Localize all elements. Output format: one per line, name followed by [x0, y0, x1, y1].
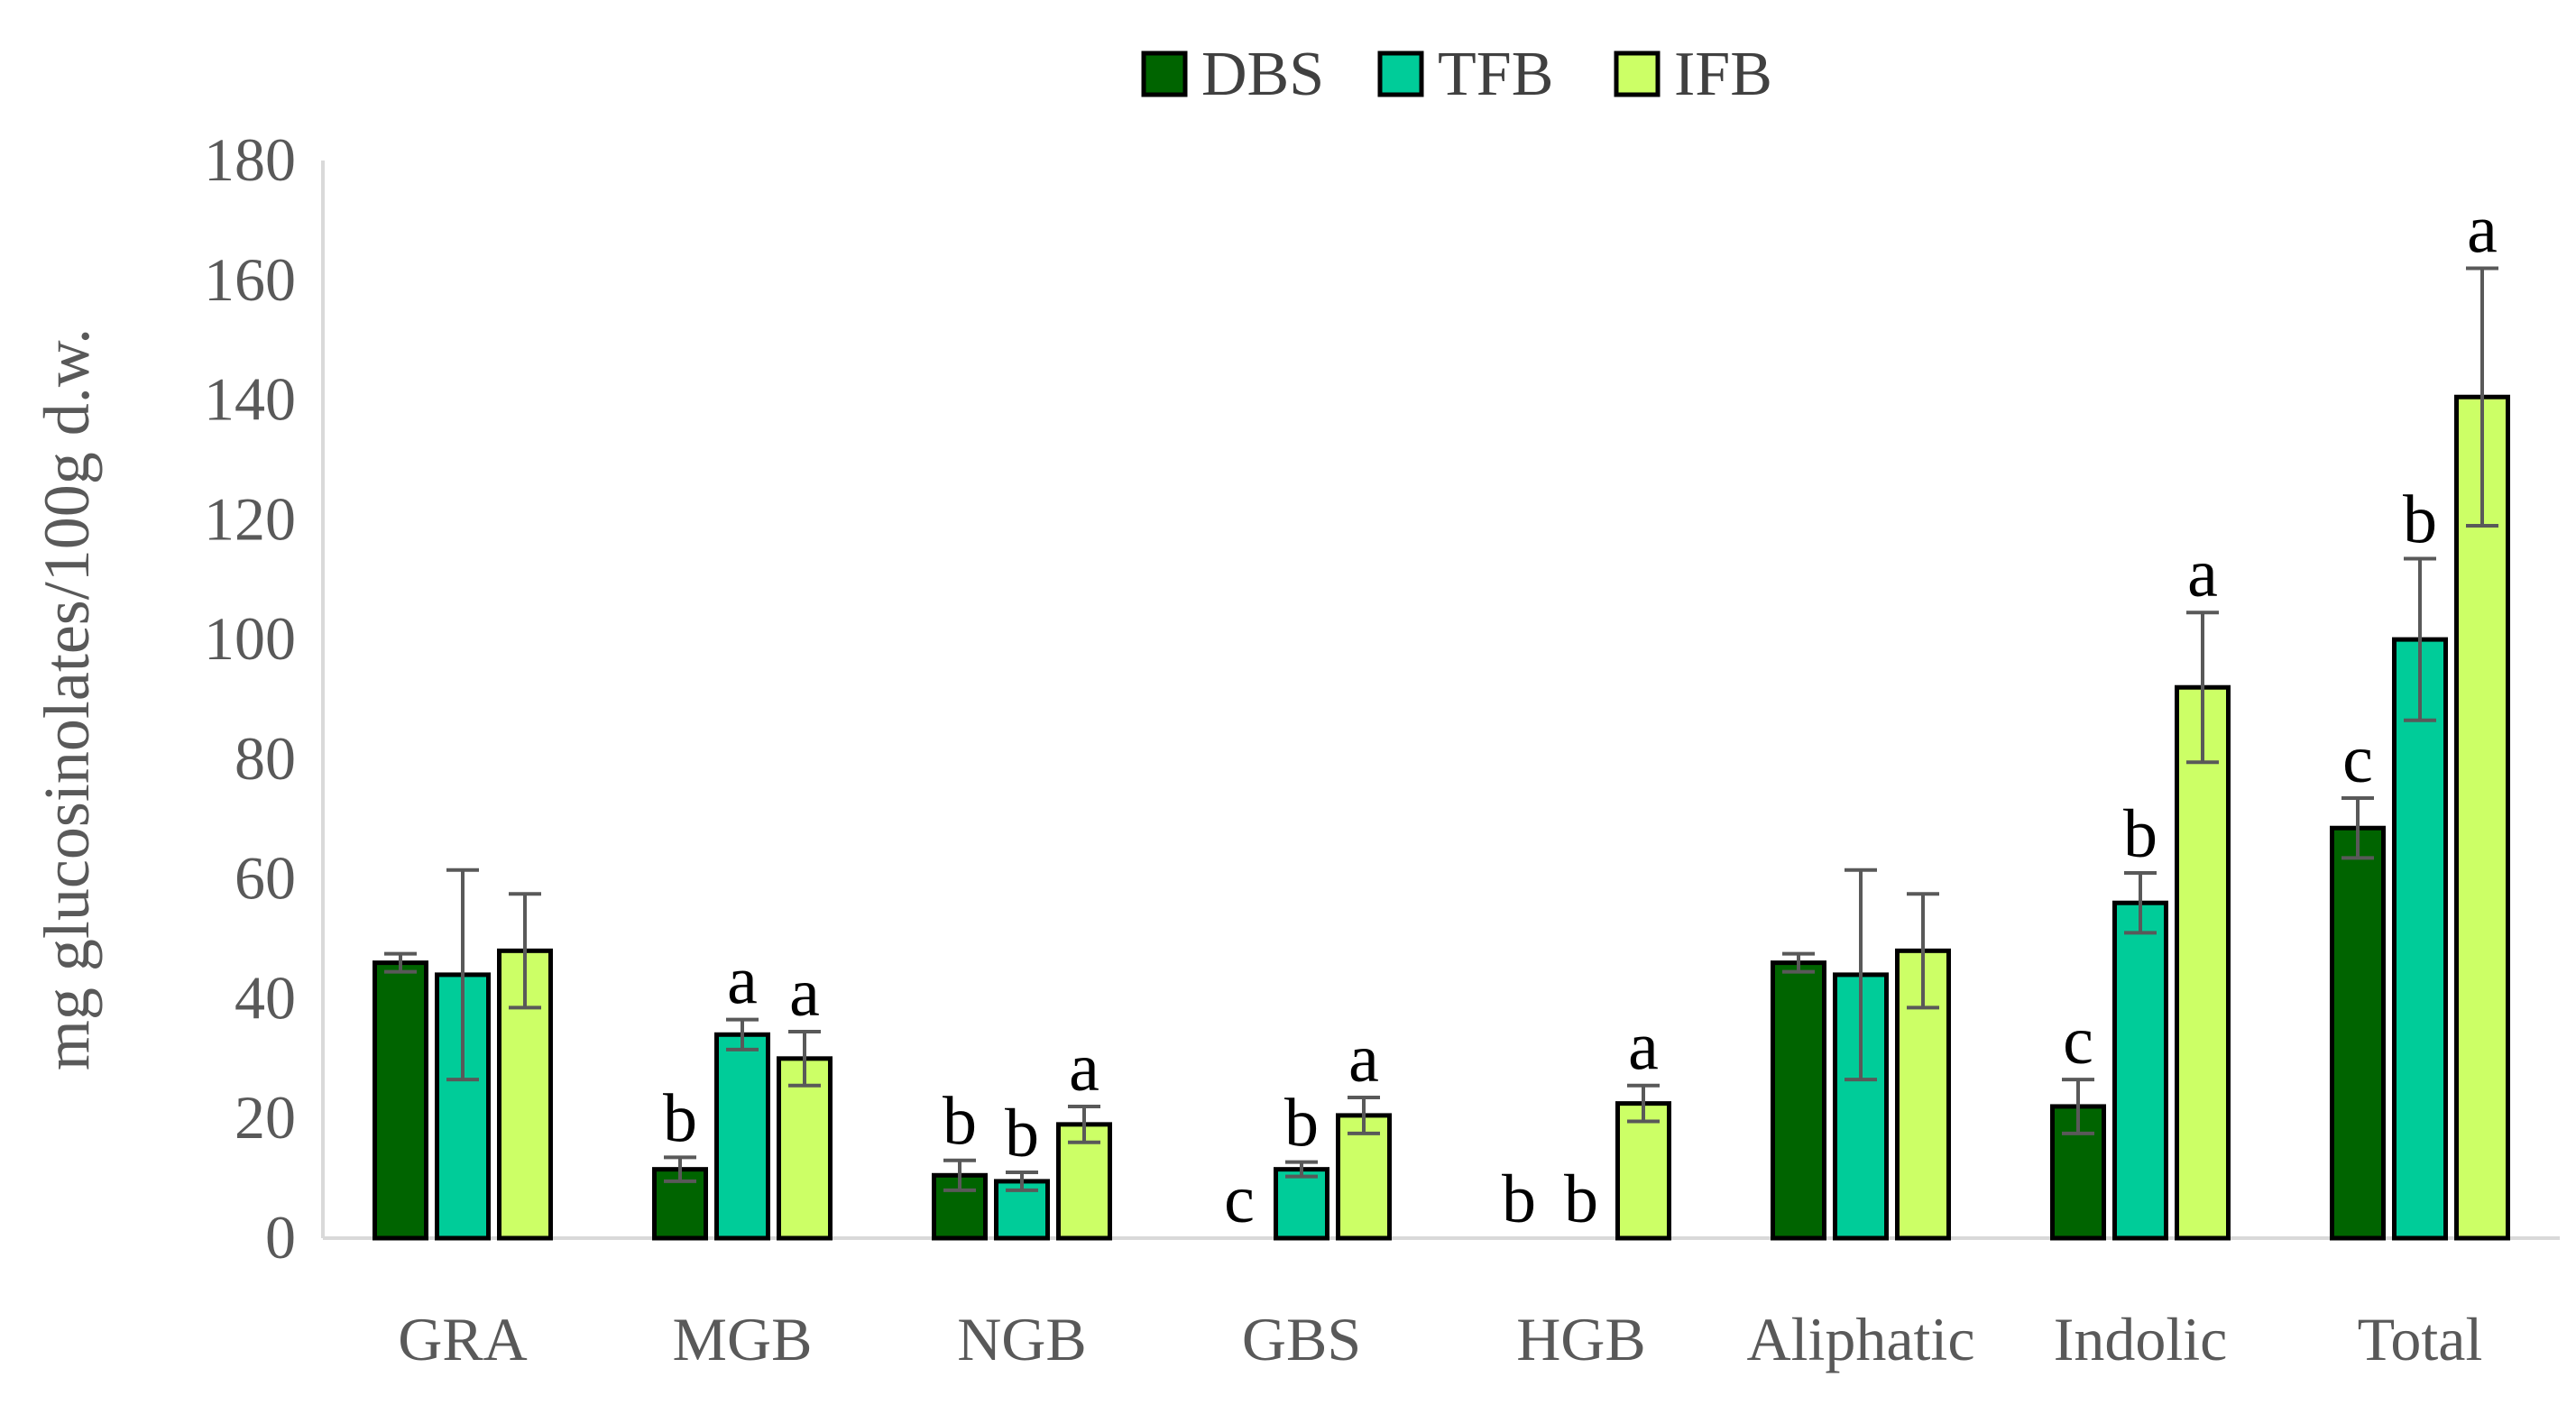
- bar-tfb: [2112, 900, 2168, 1241]
- x-tick-label: NGB: [957, 1305, 1087, 1373]
- significance-label: b: [663, 1080, 697, 1156]
- bar-tfb: [714, 1032, 770, 1241]
- significance-label: c: [2342, 721, 2373, 797]
- bar-dbs: [2330, 825, 2386, 1241]
- legend-label: DBS: [1201, 40, 1324, 109]
- significance-label: c: [1224, 1162, 1255, 1237]
- significance-label: b: [2403, 482, 2437, 557]
- x-tick-label: Total: [2358, 1305, 2483, 1373]
- y-tick-label: 0: [265, 1203, 296, 1272]
- y-tick-label: 100: [204, 604, 296, 673]
- significance-label: b: [1284, 1086, 1319, 1162]
- bar-tfb: [1274, 1167, 1329, 1241]
- legend-swatch: [1141, 50, 1188, 97]
- significance-label: a: [789, 955, 820, 1031]
- significance-label: b: [1564, 1162, 1598, 1237]
- y-tick-label: 140: [204, 365, 296, 434]
- y-tick-label: 180: [204, 125, 296, 194]
- significance-label: a: [2187, 536, 2218, 611]
- legend-swatch: [1614, 50, 1661, 97]
- x-tick-label: Indolic: [2054, 1305, 2228, 1373]
- significance-label: a: [1348, 1021, 1379, 1097]
- y-axis-title: mg glucosinolates/100g d.w.: [31, 328, 103, 1070]
- bar-dbs: [373, 960, 428, 1241]
- significance-label: a: [1069, 1030, 1099, 1106]
- y-tick-label: 20: [235, 1083, 296, 1152]
- x-tick-label: Aliphatic: [1746, 1305, 1974, 1373]
- legend: DBS TFB IFB: [1141, 40, 1772, 109]
- y-tick-label: 60: [235, 844, 296, 913]
- x-tick-label: GBS: [1242, 1305, 1361, 1373]
- y-axis: 0 20 40 60 80 100 120 140 160 180: [204, 125, 325, 1272]
- significance-label: b: [943, 1084, 977, 1160]
- significance-label: b: [2123, 796, 2157, 872]
- significance-label: a: [1628, 1009, 1659, 1085]
- significance-label: c: [2063, 1003, 2093, 1079]
- legend-swatch: [1377, 50, 1424, 97]
- bar-ifb: [777, 1056, 833, 1241]
- significance-label: b: [1502, 1162, 1536, 1237]
- significance-label: b: [1005, 1096, 1039, 1171]
- significance-label: a: [727, 943, 758, 1019]
- legend-label: IFB: [1674, 40, 1772, 109]
- y-tick-label: 160: [204, 245, 296, 314]
- y-tick-label: 80: [235, 724, 296, 793]
- y-tick-label: 40: [235, 963, 296, 1032]
- bar-dbs: [1771, 960, 1826, 1241]
- bar-tfb: [2392, 637, 2448, 1241]
- bar-ifb: [1336, 1113, 1392, 1241]
- x-tick-label: GRA: [398, 1305, 528, 1373]
- x-axis: GRA MGB NGB GBS HGB Aliphatic Indolic Total: [323, 1236, 2560, 1373]
- bar-ifb: [2175, 684, 2231, 1241]
- significance-label: a: [2467, 192, 2498, 268]
- y-tick-label: 120: [204, 484, 296, 553]
- legend-label: TFB: [1438, 40, 1553, 109]
- x-tick-label: HGB: [1516, 1305, 1646, 1373]
- bar-ifb: [2454, 394, 2510, 1241]
- bar-ifb: [1615, 1101, 1671, 1241]
- error-bars: [384, 266, 2498, 1192]
- x-tick-label: MGB: [673, 1305, 813, 1373]
